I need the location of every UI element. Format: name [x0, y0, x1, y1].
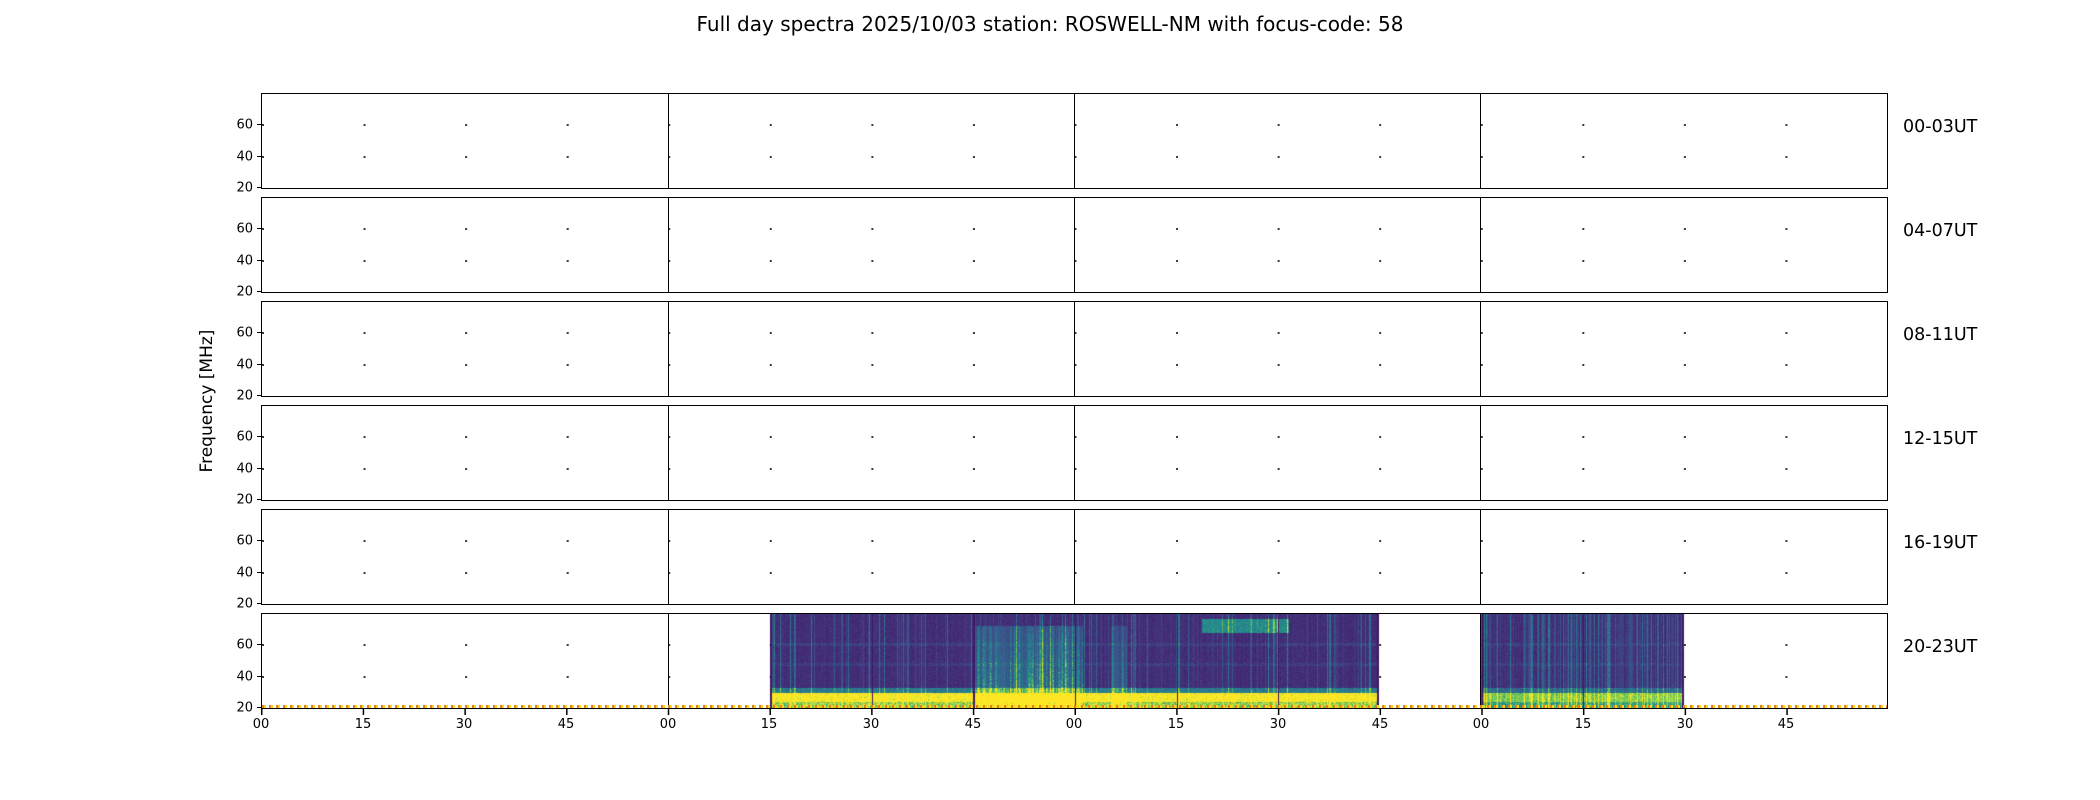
spectra-panel-04-07ut: 60 40 20 04-07UT: [236, 197, 1977, 299]
y-tick-mark: [257, 676, 262, 677]
x-tick-label: 30: [1676, 717, 1694, 732]
y-tick-label: 40: [236, 253, 253, 269]
y-tick-mark: [257, 572, 262, 573]
y-tick-label: 20: [236, 180, 253, 196]
y-tick-label: 40: [236, 565, 253, 581]
y-tick-mark: [257, 156, 262, 157]
x-tick-label: 15: [1167, 717, 1185, 732]
y-axis-label: Frequency [MHz]: [197, 329, 217, 473]
spectra-panel-00-03ut: 60 40 20 00-03UT: [236, 93, 1977, 195]
y-tick-mark: [257, 644, 262, 645]
x-tick-label: 45: [1371, 717, 1389, 732]
y-tick-label: 20: [236, 596, 253, 612]
row-label-04-07ut: 04-07UT: [1903, 221, 1978, 241]
x-axis-tick-marks: [261, 709, 1888, 715]
y-tick-label: 20: [236, 284, 253, 300]
y-tick-mark: [257, 291, 262, 292]
y-tick-mark: [257, 332, 262, 333]
y-tick-mark: [257, 499, 262, 500]
row-label-12-15ut: 12-15UT: [1903, 429, 1978, 449]
spectra-panel-20-23ut: 60 40 20 20-23UT: [236, 613, 1977, 715]
row-label-00-03ut: 00-03UT: [1903, 117, 1978, 137]
y-tick-mark: [257, 707, 262, 708]
row-label-08-11ut: 08-11UT: [1903, 325, 1978, 345]
row-label-20-23ut: 20-23UT: [1903, 637, 1978, 657]
y-tick-label: 40: [236, 669, 253, 685]
y-tick-label: 60: [236, 637, 253, 653]
y-tick-mark: [257, 364, 262, 365]
y-tick-mark: [257, 540, 262, 541]
spectra-panel-08-11ut: 60 40 20 08-11UT: [236, 301, 1977, 403]
y-tick-label: 60: [236, 533, 253, 549]
x-tick-label: 00: [1472, 717, 1490, 732]
y-tick-label: 40: [236, 461, 253, 477]
y-tick-mark: [257, 228, 262, 229]
y-tick-mark: [257, 436, 262, 437]
x-tick-label: 30: [455, 717, 473, 732]
y-tick-mark: [257, 260, 262, 261]
y-tick-mark: [257, 395, 262, 396]
x-tick-label: 45: [964, 717, 982, 732]
y-tick-mark: [257, 468, 262, 469]
x-tick-label: 15: [1574, 717, 1592, 732]
spectrogram-canvas: [262, 614, 1887, 708]
row-label-16-19ut: 16-19UT: [1903, 533, 1978, 553]
y-tick-label: 20: [236, 388, 253, 404]
x-tick-label: 00: [252, 717, 270, 732]
spectra-panel-12-15ut: 60 40 20 12-15UT: [236, 405, 1977, 507]
spectra-panel-16-19ut: 60 40 20 16-19UT: [236, 509, 1977, 611]
y-tick-label: 40: [236, 357, 253, 373]
x-tick-label: 00: [659, 717, 677, 732]
y-tick-label: 60: [236, 221, 253, 237]
x-tick-label: 45: [1777, 717, 1795, 732]
y-tick-label: 60: [236, 117, 253, 133]
y-tick-mark: [257, 187, 262, 188]
status-marker-line: [262, 705, 1887, 708]
x-tick-label: 15: [354, 717, 372, 732]
x-tick-label: 30: [862, 717, 880, 732]
y-tick-label: 20: [236, 492, 253, 508]
x-tick-label: 00: [1065, 717, 1083, 732]
y-tick-label: 60: [236, 429, 253, 445]
chart-title: Full day spectra 2025/10/03 station: ROS…: [696, 12, 1404, 36]
x-tick-label: 45: [557, 717, 575, 732]
y-tick-label: 40: [236, 149, 253, 165]
y-tick-mark: [257, 603, 262, 604]
y-tick-mark: [257, 124, 262, 125]
y-tick-label: 60: [236, 325, 253, 341]
y-tick-label: 20: [236, 700, 253, 716]
x-tick-label: 30: [1269, 717, 1287, 732]
x-tick-label: 15: [760, 717, 778, 732]
